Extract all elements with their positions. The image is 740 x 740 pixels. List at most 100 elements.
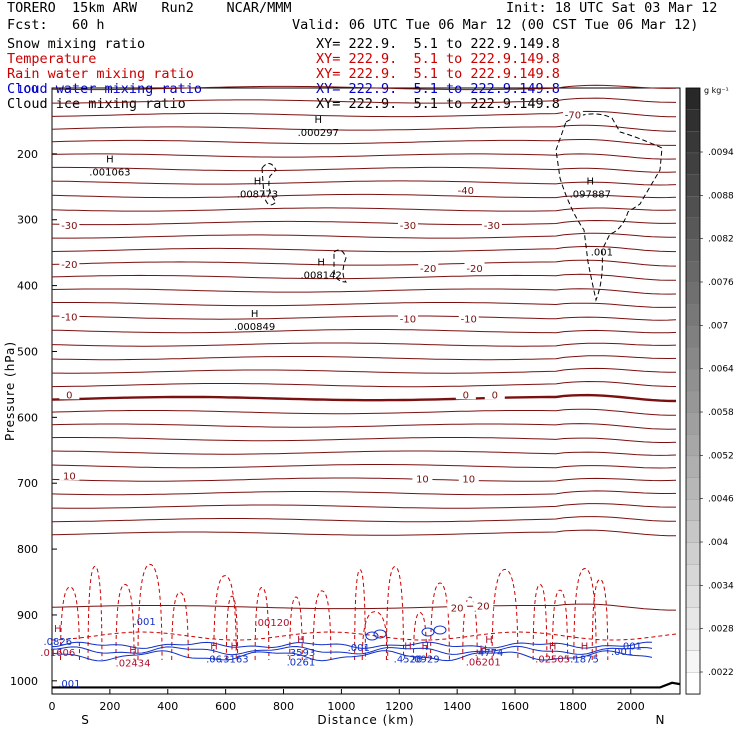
temperature-contour-line <box>51 490 677 496</box>
temperature-contour-line <box>51 259 677 267</box>
legend-snow-xy: XY= 222.9. 5.1 to 222.9.149.8 <box>316 36 560 52</box>
y-tick-label: 900 <box>17 609 38 622</box>
colorbar-tick-label: .0022 <box>708 668 734 678</box>
temperature-label-bg <box>418 261 439 273</box>
temperature-contour-line <box>51 180 677 186</box>
legend-rain-label: Rain water mixing ratio <box>7 66 194 82</box>
y-top-tick-label: 100 <box>17 83 38 96</box>
colorbar-swatch <box>685 390 701 414</box>
x-tick-label: 200 <box>99 700 120 713</box>
temperature-contour-label: -10 <box>400 315 416 326</box>
legend-snow-label: Snow mixing ratio <box>7 36 146 52</box>
temperature-contour-label: 0 <box>492 390 498 401</box>
colorbar-unit: g kg⁻¹ <box>704 86 729 95</box>
temperature-contour-line <box>51 393 677 403</box>
legend-cloud-water-xy: XY= 222.9. 5.1 to 222.9.149.8 <box>316 81 560 97</box>
cloud-ice-outline <box>261 163 277 206</box>
temperature-label-bg <box>484 388 505 400</box>
rain-water-contour <box>137 563 163 661</box>
x-tick-label: 1600 <box>501 700 529 713</box>
temperature-contour-line <box>51 329 677 334</box>
legend-temperature-label: Temperature <box>7 51 97 67</box>
temperature-label-bg <box>59 469 80 481</box>
colorbar-swatch <box>685 152 701 176</box>
valid-time: Valid: 06 UTC Tue 06 Mar 12 (00 CST Tue … <box>292 17 699 33</box>
extremum-marker: H <box>210 642 218 653</box>
temperature-contour-line <box>51 124 676 132</box>
extremum-marker: H <box>549 642 557 653</box>
y-tick-label: 1000 <box>10 675 38 688</box>
ground-line <box>52 681 681 689</box>
legend-cloud-water-label: Cloud water mixing ratio <box>7 81 203 97</box>
colorbar-tick-label: .0088 <box>708 191 734 201</box>
colorbar-tick-label: .007 <box>708 321 728 331</box>
model-title: TORERO 15km ARW Run2 NCAR/MMM <box>7 0 292 16</box>
x-tick-label: 1200 <box>385 700 413 713</box>
colorbar-tick-label: .0064 <box>708 365 734 375</box>
extremum-label: .001 <box>611 647 633 658</box>
rain-water-contour <box>171 591 189 661</box>
extremum-marker: H <box>422 642 430 653</box>
extremum-marker: H <box>479 644 487 655</box>
x-tick-label: 0 <box>49 700 56 713</box>
rain-water-contour <box>412 612 428 661</box>
cloud-water-contour <box>421 627 435 637</box>
colorbar-tick-label: .0094 <box>708 148 734 158</box>
temperature-contour-label: 20 <box>477 602 490 613</box>
colorbar-swatch <box>685 434 701 457</box>
temperature-label-bg <box>59 257 80 269</box>
temperature-contour-line <box>52 302 677 308</box>
temperature-contour-label: -40 <box>458 186 474 197</box>
cloud-water-contour <box>365 631 379 641</box>
axes: 0 200 400 600 800 1000 1200 1400 1600 1800 2000200… <box>3 83 664 727</box>
cloud-water-contour <box>51 650 653 662</box>
cloud-water-contour <box>433 625 447 635</box>
temperature-contour-line <box>52 232 676 239</box>
forecast-hour: Fcst: 60 h <box>7 17 105 33</box>
extremum-label: .3163 <box>220 655 249 666</box>
extremum-label: .00120 <box>254 618 289 629</box>
ground-surface-line <box>52 681 681 689</box>
temperature-contour-label: 10 <box>63 471 76 482</box>
temperature-contour-line <box>51 603 676 611</box>
temperature-contour-label: -30 <box>400 221 416 232</box>
colorbar-tick-label: .0082 <box>708 235 734 245</box>
temperature-contour-line <box>51 529 677 537</box>
temperature-label-bg <box>455 388 476 400</box>
temperature-label-bg <box>397 219 418 231</box>
extremum-marker: H <box>485 635 493 646</box>
endpoint-label-north: N <box>656 713 665 727</box>
x-tick-label: 600 <box>215 700 236 713</box>
extremum-marker: H <box>581 642 589 653</box>
temperature-label-bg <box>59 388 80 400</box>
temperature-contour-line <box>51 380 677 388</box>
colorbar-swatch <box>685 325 701 349</box>
extremum-marker: H <box>587 177 595 188</box>
cloud-water-contour <box>51 645 653 656</box>
rain-water-contour <box>51 631 677 641</box>
rain-water-contour <box>213 575 237 661</box>
colorbar-swatch <box>685 412 701 435</box>
extremum-marker: H <box>231 642 239 653</box>
temperature-label-bg <box>397 312 418 324</box>
temperature-label-bg <box>458 472 479 484</box>
rain-water-contour <box>354 569 366 661</box>
extremum-label: .001 <box>591 248 613 259</box>
extremum-label: .01606 <box>40 648 75 659</box>
temperature-contour-label: -30 <box>61 221 77 232</box>
temperature-contour-line <box>52 315 677 321</box>
colorbar-swatch <box>685 563 701 587</box>
extremum-label: .0929 <box>411 655 440 666</box>
temperature-label-bg <box>412 472 433 484</box>
extremum-marker: H <box>297 635 305 646</box>
rain-water-contour <box>115 583 135 661</box>
cloud-ice-contours <box>261 113 663 302</box>
y-tick-label: 300 <box>17 214 38 227</box>
temperature-contour-line <box>51 342 677 347</box>
temperature-contour-line <box>51 139 676 146</box>
temperature-contour-label: 0 <box>66 390 72 401</box>
y-axis-label: Pressure (hPa) <box>3 341 17 441</box>
x-tick-label: 1000 <box>327 700 355 713</box>
extremum-label: .0826 <box>43 637 72 648</box>
